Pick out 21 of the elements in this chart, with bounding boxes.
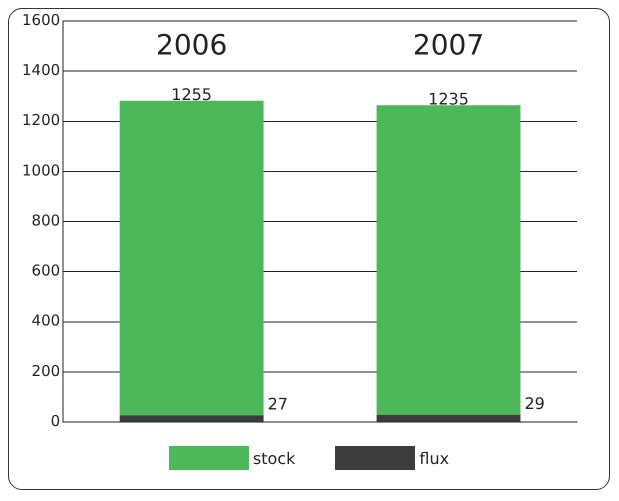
y-tick-label: 800 xyxy=(32,211,60,230)
y-tick-label: 1000 xyxy=(22,161,60,180)
data-label: 1235 xyxy=(428,89,469,108)
data-label: 1255 xyxy=(171,84,212,104)
x-tick-label: 2007 xyxy=(412,28,484,62)
y-tick-label: 1200 xyxy=(22,111,60,130)
legend-label: flux xyxy=(419,448,450,468)
bar xyxy=(120,415,264,422)
legend-label: stock xyxy=(252,448,296,468)
y-tick-label: 200 xyxy=(32,362,60,380)
data-label: 29 xyxy=(524,394,545,413)
bar xyxy=(376,105,520,415)
y-tick-label: 600 xyxy=(32,262,60,280)
y-tick-label: 1400 xyxy=(22,61,60,80)
y-tick-label: 400 xyxy=(32,312,60,330)
data-label: 27 xyxy=(268,394,288,414)
bar xyxy=(120,100,264,416)
x-tick-label: 2006 xyxy=(156,28,228,62)
bar xyxy=(376,414,520,422)
y-tick-label: 1600 xyxy=(22,10,60,29)
y-tick-label: 0 xyxy=(50,412,60,430)
